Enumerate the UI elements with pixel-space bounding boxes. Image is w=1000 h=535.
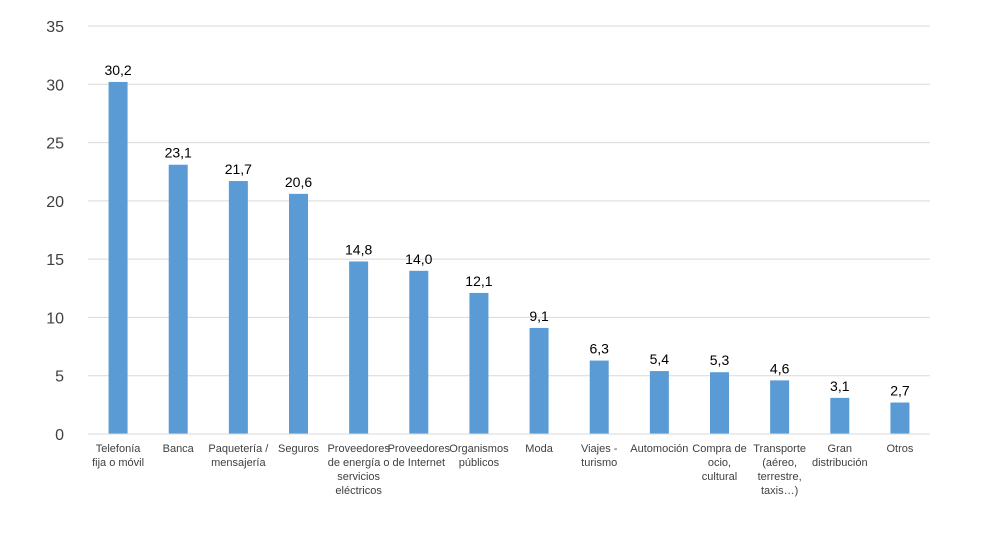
bar [289,193,308,434]
y-tick-label: 0 [55,427,64,444]
data-label: 14,8 [345,241,372,257]
x-tick-label: Proveedores de Internet [388,443,451,469]
x-tick-label: Telefonía fija o móvil [92,443,144,469]
bar [529,327,549,434]
data-label: 23,1 [165,145,192,161]
data-label: 6,3 [589,341,609,357]
x-tick-label: Paquetería / mensajería [208,443,269,469]
x-tick-label: Organismos públicos [449,443,509,469]
y-tick-label: 15 [46,252,64,269]
bars [108,81,910,434]
data-label: 9,1 [529,308,549,324]
data-label: 21,7 [225,161,252,177]
bar [168,164,188,434]
data-label: 5,3 [710,352,730,368]
x-tick-label: Compra de ocio, cultural [692,443,746,483]
x-tick-label: Moda [525,443,553,455]
data-label: 20,6 [285,174,312,190]
bar [409,270,429,434]
data-label: 4,6 [770,360,790,376]
bar [108,81,128,434]
x-tick-label: Otros [886,443,913,455]
x-tick-label: Proveedores de energía o servicios eléctric… [327,443,390,497]
data-label: 14,0 [405,251,432,267]
y-tick-label: 35 [46,19,64,36]
data-labels: 30,2 23,1 21,7 20,6 14,8 14,0 12,1 9,1 6,3 5,4 5,3… [104,62,909,399]
bar [710,372,729,434]
data-label: 5,4 [650,351,670,367]
bar [589,360,609,434]
gridlines [88,25,930,377]
bar [349,261,369,434]
bar [770,380,790,434]
data-label: 2,7 [890,383,910,399]
y-tick-label: 10 [46,310,64,327]
bar [469,292,489,434]
y-tick-label: 25 [46,136,64,153]
y-tick-label: 30 [46,77,64,94]
x-tick-label: Banca [163,443,195,455]
y-axis: 0 5 10 15 20 25 30 35 [46,19,64,444]
x-tick-label: Transporte (aéreo, terrestre, taxis…) [753,443,806,497]
y-tick-label: 20 [46,194,64,211]
bar [890,402,910,434]
data-label: 3,1 [830,378,850,394]
bar [228,181,248,434]
bar [649,371,669,434]
y-tick-label: 5 [55,369,64,386]
x-tick-label: Seguros [278,443,319,455]
data-label: 30,2 [104,62,131,78]
bar [830,397,850,434]
x-tick-label: Viajes -turismo [581,443,618,469]
x-axis: Telefonía fija o móvil Banca Paquetería / me… [88,433,930,497]
x-tick-label: Gran distribución [812,443,868,469]
x-tick-label: Automoción [630,443,688,455]
data-label: 12,1 [465,273,492,289]
